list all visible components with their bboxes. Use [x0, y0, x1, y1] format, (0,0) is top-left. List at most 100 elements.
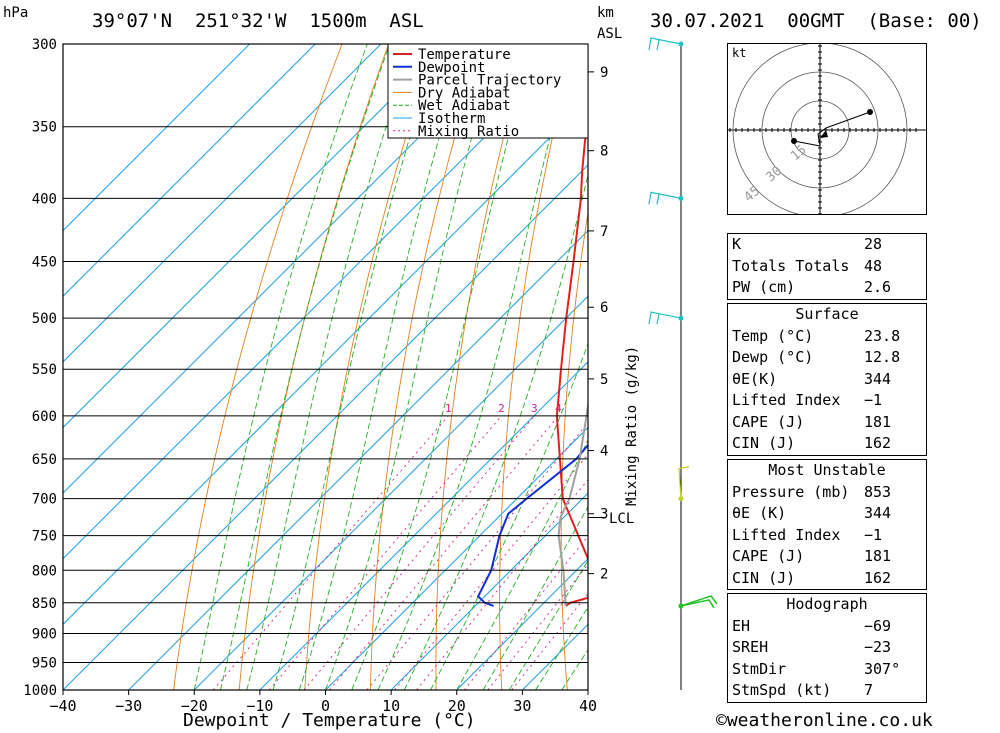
pressure-tick-label: 1000: [23, 683, 57, 699]
mixing-ratio-label: 20: [701, 402, 714, 415]
mixing-ratio-label: 3: [531, 402, 538, 415]
index-value: −1: [864, 391, 883, 409]
dry-adiabat-line: [173, 44, 343, 690]
index-row: CIN (J) 162: [728, 568, 926, 590]
isotherm-line: [63, 44, 513, 494]
index-value: 181: [864, 412, 892, 431]
hodograph-ring-label-45: 45: [741, 184, 763, 206]
pressure-tick-label: 400: [32, 191, 57, 207]
dry-adiabat-line: [238, 44, 390, 690]
hodograph-indices-table: Hodograph EH −69 SREH −23 StmDir 307° StmSpd (…: [727, 593, 927, 703]
pressure-tick-label: 750: [32, 529, 57, 545]
wind-barb: [648, 311, 682, 325]
isotherm-line: [63, 44, 447, 429]
x-tick-label: −40: [49, 697, 76, 715]
isotherm-line: [128, 229, 588, 690]
index-row: CAPE (J) 181: [728, 412, 926, 434]
index-value: 162: [864, 434, 892, 452]
index-value: 2.6: [864, 278, 892, 296]
index-label: StmSpd (kt): [732, 681, 832, 699]
wind-barb: [648, 37, 682, 51]
index-label: StmDir: [732, 659, 787, 678]
stability-indices-table: K 28 Totals Totals 48 PW (cm) 2.6: [727, 233, 927, 300]
surface-title: Surface: [795, 305, 859, 323]
pressure-tick-label: 950: [32, 655, 57, 671]
mixing-ratio-line: [487, 563, 588, 690]
index-label: θE (K): [732, 504, 787, 522]
km-unit-label: km: [597, 5, 614, 21]
isotherm-line: [63, 44, 250, 232]
isotherm-line: [63, 98, 588, 626]
index-value: 28: [864, 235, 883, 253]
wind-barb-tick: [656, 194, 660, 205]
index-row: CIN (J) 162: [728, 433, 926, 455]
mixing-ratio-line: [329, 415, 559, 690]
x-tick-label: −20: [181, 697, 208, 715]
pressure-tick-label: 600: [32, 409, 57, 425]
pressure-tick-label: 700: [32, 492, 57, 508]
legend-label: Dry Adiabat: [418, 85, 511, 101]
index-label: Lifted Index: [732, 525, 841, 544]
index-label: EH: [732, 616, 751, 635]
index-value: 162: [864, 568, 892, 587]
most-unstable-title: Most Unstable: [768, 461, 886, 479]
dry-adiabat-line: [944, 44, 1000, 690]
most-unstable-table: Most Unstable Pressure (mb) 853 θE (K) 344 L…: [727, 459, 927, 590]
isotherm-line: [63, 44, 382, 363]
x-tick-label: 20: [448, 697, 466, 715]
dry-adiabat-line: [370, 44, 483, 690]
pressure-tick-label: 650: [32, 452, 57, 468]
isotherm-line: [63, 44, 316, 297]
index-row-totals: Totals Totals 48: [728, 256, 926, 278]
x-axis-title: Dewpoint / Temperature (°C): [183, 710, 476, 731]
lcl-label: LCL: [609, 511, 635, 527]
index-value: 23.8: [864, 326, 901, 345]
mixing-ratio-axis-title: Mixing Ratio (g/kg): [624, 345, 640, 506]
km-tick-label: 7: [600, 224, 608, 240]
index-row: θE(K) 344: [728, 369, 926, 391]
mixing-ratio-label: 8: [616, 402, 623, 415]
mixing-ratio-label: 6: [590, 402, 597, 415]
legend-label: Mixing Ratio: [418, 124, 519, 140]
mixing-ratio-label: 4: [555, 402, 562, 415]
index-value: −69: [864, 616, 892, 635]
mixing-ratio-label: 1: [445, 402, 452, 415]
index-label: Pressure (mb): [732, 482, 850, 501]
wet-adiabat-line: [482, 505, 588, 690]
hodograph-point: [867, 109, 873, 115]
hodograph-panel: 15 30 45 kt: [723, 33, 927, 227]
pressure-tick-label: 800: [32, 563, 57, 579]
index-value: 344: [864, 504, 892, 522]
index-row: Temp (°C) 23.8: [728, 326, 926, 348]
index-value: 307°: [864, 659, 901, 678]
km-tick-label: 9: [600, 65, 608, 81]
wet-adiabat-line: [456, 439, 588, 690]
index-row-pw: PW (cm) 2.6: [728, 277, 926, 299]
hodograph-unit-label: kt: [732, 46, 746, 60]
index-value: 48: [864, 256, 883, 275]
km-tick-label: 2: [600, 567, 608, 583]
isotherm-line: [63, 164, 588, 690]
isotherm-line: [63, 44, 579, 560]
isotherm-line: [390, 492, 588, 690]
dry-adiabat-line: [499, 44, 576, 690]
km-tick-label: 4: [600, 444, 608, 460]
index-label: Totals Totals: [732, 256, 850, 275]
dry-adiabat-line: [435, 44, 529, 690]
hodograph-ring-label-15: 15: [788, 142, 810, 164]
km-tick-label: 8: [600, 144, 608, 160]
wind-barb: [680, 595, 718, 607]
index-row: Lifted Index −1: [728, 390, 926, 412]
pressure-tick-label: 300: [32, 37, 57, 53]
mixing-ratio-line: [268, 415, 502, 690]
legend-label: Parcel Trajectory: [418, 73, 561, 89]
pressure-tick-label: 550: [32, 362, 57, 378]
index-row: EH −69: [728, 616, 926, 638]
wind-barb-tick: [656, 313, 660, 325]
wet-adiabat-line: [193, 44, 368, 690]
index-row: StmSpd (kt) 7: [728, 680, 926, 702]
surface-table: Surface Temp (°C) 23.8 Dewp (°C) 12.8 θE(K) 3…: [727, 303, 927, 456]
index-row: θE (K) 344: [728, 503, 926, 525]
km-tick-label: 3: [600, 507, 608, 523]
